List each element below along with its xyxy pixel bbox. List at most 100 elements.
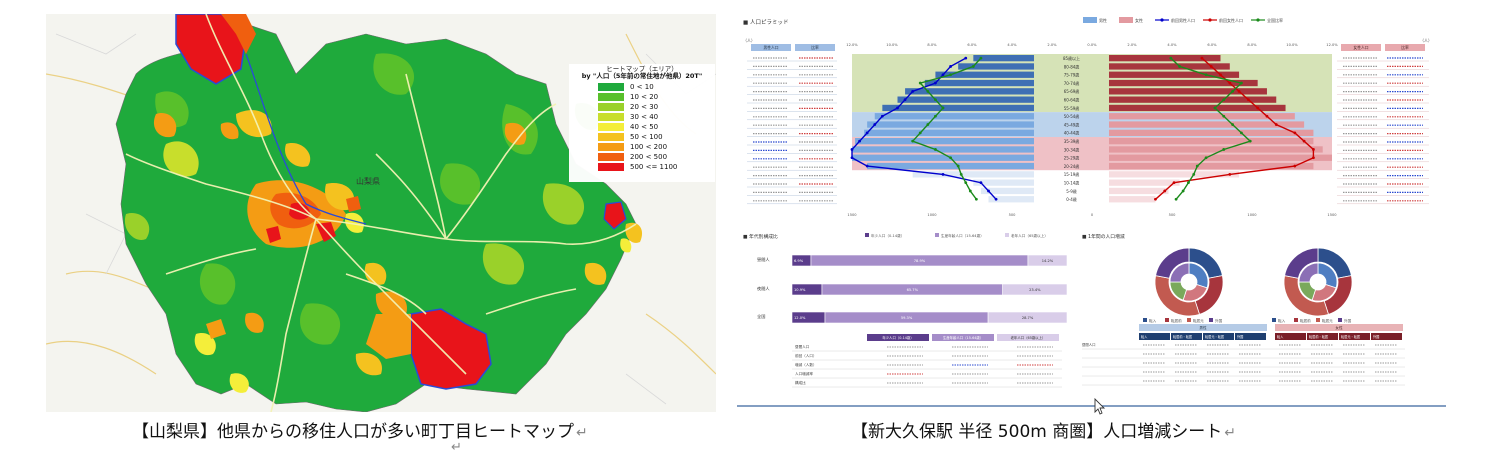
national-ratio-female-line-point [1204, 73, 1208, 77]
lower-right-table-col-cell [1275, 333, 1306, 340]
right-table-header-cell [1341, 44, 1381, 51]
prev-female-line-point [1274, 123, 1278, 126]
legend-swatch [598, 133, 624, 141]
age-composition-segment [987, 311, 1068, 324]
female-bar [1109, 96, 1277, 103]
male-bar [935, 71, 1034, 78]
top-axis-tick: 2.0% [1047, 43, 1057, 47]
national-ratio-female-line-point [1231, 89, 1234, 93]
legend-label: 30 < 40 [630, 113, 659, 121]
national-ratio-male-line-point [971, 65, 975, 68]
age-label: 45-49歳 [1064, 121, 1080, 127]
yamanashi-heatmap-map: 山梨県 ヒートマップ（エリア） by "人口（5年前の常住地が他県）20T" 0… [46, 14, 716, 412]
left-table-header-text: 男性人口 [763, 45, 778, 50]
national-ratio-male-line-point [974, 197, 978, 201]
female-bar [1109, 113, 1295, 120]
prev-female-line-point [1293, 164, 1297, 168]
male-bar [924, 79, 1034, 87]
right-table-header-text: 比率 [1401, 45, 1409, 50]
bottom-axis-tick: 500 [1169, 213, 1177, 217]
bottom-axis-tick: 1000 [927, 213, 937, 217]
male-bar [874, 113, 1034, 120]
national-ratio-male-line-point [959, 172, 963, 176]
female-bar [1109, 171, 1240, 178]
female-bar [1109, 79, 1258, 87]
prev-female-line-point [1312, 156, 1315, 160]
legend-swatch [598, 153, 624, 161]
national-ratio-male-line-point [926, 123, 930, 126]
age-composition-legend-swatch [865, 233, 869, 237]
population-sheet: ■ 人口ピラミッド 男性 女性 前回男性人口 前回女性人口 全国比率 12.0% 10.0% 8… [737, 14, 1446, 410]
right-table-header-text: 女性人口 [1353, 45, 1368, 50]
left-unit: （人） [743, 38, 755, 43]
age-label: 15-19歳 [1064, 171, 1080, 177]
national-ratio-female-line-point [1240, 131, 1243, 135]
national-ratio-female-line-point [1192, 172, 1196, 176]
sheet-header-title: ■ 人口ピラミッド [743, 19, 788, 26]
age-composition-value: 12.0% [794, 316, 806, 320]
age-label: 55-59歳 [1064, 105, 1080, 111]
legend-marker [1256, 18, 1260, 22]
donut-legend-label: 外国 [1344, 318, 1352, 323]
age-composition-value: 14.2% [1042, 259, 1054, 263]
prev-male-line-point [941, 73, 945, 77]
legend-subtitle: by "人口（5年前の常住地が他県）20T" [581, 72, 703, 80]
top-axis-tick: 0.0% [1087, 43, 1097, 47]
national-ratio-male-line-point [941, 106, 945, 110]
male-bar [867, 162, 1034, 170]
bottom-axis-tick: 1000 [1247, 213, 1257, 217]
lower-right-table-col-cell [1171, 333, 1202, 340]
prev-female-line-point [1172, 181, 1176, 185]
donut-legend-label: 転居前 [1171, 318, 1182, 323]
national-ratio-female-line-point [1222, 148, 1226, 151]
legend-label: 前回男性人口 [1171, 17, 1195, 23]
prev-male-line-point [994, 197, 998, 201]
lower-table-header-text: 生産年齢人口（15-64歳） [943, 335, 983, 340]
age-label: 65-69歳 [1064, 88, 1080, 94]
national-ratio-male-line-point [949, 156, 952, 160]
lower-right-table-col-label: 転居元・転居 [1205, 334, 1224, 339]
age-composition-value: 6.9% [794, 259, 804, 263]
prev-female-line-point [1237, 89, 1241, 93]
age-label: 60-64歳 [1064, 97, 1080, 103]
donut-legend-swatch [1187, 318, 1191, 322]
lower-right-table-col-cell [1371, 333, 1402, 340]
lower-table-header-cell [867, 334, 929, 341]
female-bar [1109, 71, 1240, 78]
male-bar [855, 138, 1034, 145]
legend-label: 男性 [1099, 17, 1107, 23]
prev-female-line [1155, 57, 1315, 200]
prev-male-line [851, 57, 997, 200]
elderly-band [852, 54, 1332, 113]
lower-right-table-col-cell [1139, 333, 1170, 340]
top-axis-tick: 4.0% [1007, 43, 1017, 47]
lower-table-header-cell [997, 334, 1059, 341]
age-composition-value: 10.9% [794, 288, 806, 292]
legend-item: 30 < 40 [569, 112, 715, 122]
age-label: 20-24歳 [1064, 163, 1080, 169]
rail-line [245, 53, 367, 225]
prev-female-line-point [1154, 197, 1157, 201]
prev-male-line-point [979, 181, 983, 185]
male-bar [912, 171, 1034, 178]
left-table-header-cell [795, 44, 835, 51]
age-label: 30-34歳 [1064, 146, 1080, 152]
lower-right-table-col-label: 転居前・転居 [1309, 334, 1328, 339]
legend-swatch [598, 143, 624, 151]
national-ratio-male-line-point [918, 81, 922, 85]
age-composition-value: 78.9% [914, 259, 926, 263]
paragraph-mark: ↵ [451, 440, 462, 455]
lower-right-table-title: 男性 [1199, 325, 1207, 330]
lower-right-table-col-cell [1203, 333, 1234, 340]
left-caption: 【山梨県】他県からの移住人口が多い町丁目ヒートマップ ↵ [132, 422, 588, 443]
legend-label: 女性 [1135, 17, 1143, 23]
male-bar [958, 63, 1034, 70]
age-composition-row-label: 昼間人 [757, 257, 770, 263]
national-ratio-female-line-point [1174, 197, 1178, 201]
national-ratio-male-line-point [934, 98, 937, 102]
national-ratio-male-line-point [956, 164, 960, 168]
lower-right-table-col-cell [1235, 333, 1266, 340]
prev-male-line-point [949, 65, 952, 68]
lower-table-header-text: 老年人口（65歳以上） [1011, 335, 1046, 340]
